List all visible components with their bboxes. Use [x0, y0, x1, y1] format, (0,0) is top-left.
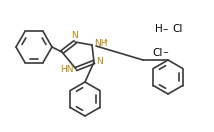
Text: HN: HN: [61, 65, 74, 74]
Text: −: −: [162, 50, 168, 56]
Text: +: +: [102, 39, 107, 44]
Text: Cl: Cl: [152, 48, 162, 58]
Text: Cl: Cl: [172, 24, 182, 34]
Text: H: H: [155, 24, 163, 34]
Text: NH: NH: [94, 39, 107, 48]
Text: N: N: [72, 31, 78, 40]
Text: –: –: [162, 24, 168, 34]
Text: N: N: [96, 58, 103, 67]
